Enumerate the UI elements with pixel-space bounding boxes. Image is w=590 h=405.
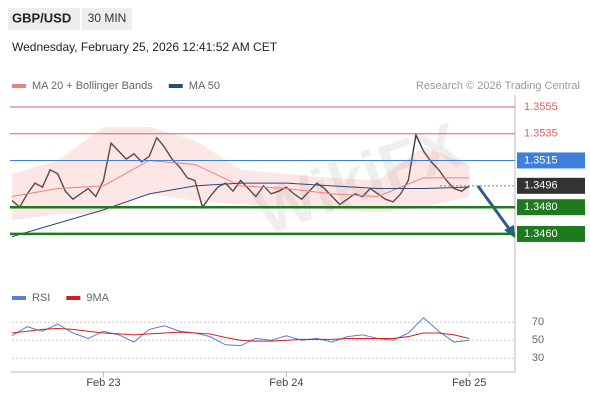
indicator-line [11, 159, 470, 198]
legend-label: RSI [32, 292, 50, 304]
timeframe: 30 MIN [88, 11, 127, 25]
level-label: 1.3460 [524, 228, 558, 240]
legend-swatch [12, 296, 26, 300]
level-label-box [517, 177, 585, 194]
level-label: 1.3480 [524, 201, 558, 213]
y-tick-label: 70 [532, 316, 544, 328]
symbol-box [8, 8, 80, 30]
level-label-box [517, 152, 585, 169]
x-tick-label: Feb 24 [269, 377, 303, 389]
legend-label: MA 50 [189, 80, 220, 92]
x-tick-label: Feb 25 [452, 377, 486, 389]
datetime: Wednesday, February 25, 2026 12:41:52 AM… [12, 40, 278, 54]
legend-swatch [12, 84, 26, 88]
level-label: 1.3555 [524, 101, 558, 113]
level-label-box [517, 225, 585, 242]
indicator-line [11, 328, 470, 342]
legend-label: MA 20 + Bollinger Bands [32, 80, 153, 92]
indicator-line [11, 317, 470, 347]
x-tick-label: Feb 23 [86, 377, 120, 389]
level-label: 1.3535 [524, 128, 558, 140]
legend-swatch [168, 84, 183, 88]
level-label-box [517, 199, 585, 216]
level-label: 1.3496 [524, 180, 558, 192]
y-tick-label: 50 [532, 334, 544, 346]
timeframe-box [82, 8, 132, 30]
bollinger-band [12, 127, 470, 221]
credit: Research © 2026 Trading Central [416, 80, 580, 92]
indicator-line [11, 182, 470, 238]
level-label: 1.3515 [524, 154, 558, 166]
symbol: GBP/USD [12, 10, 71, 25]
legend-label: 9MA [86, 292, 109, 304]
price-line [11, 132, 470, 209]
y-tick-label: 30 [532, 352, 544, 364]
legend-swatch [66, 296, 81, 300]
